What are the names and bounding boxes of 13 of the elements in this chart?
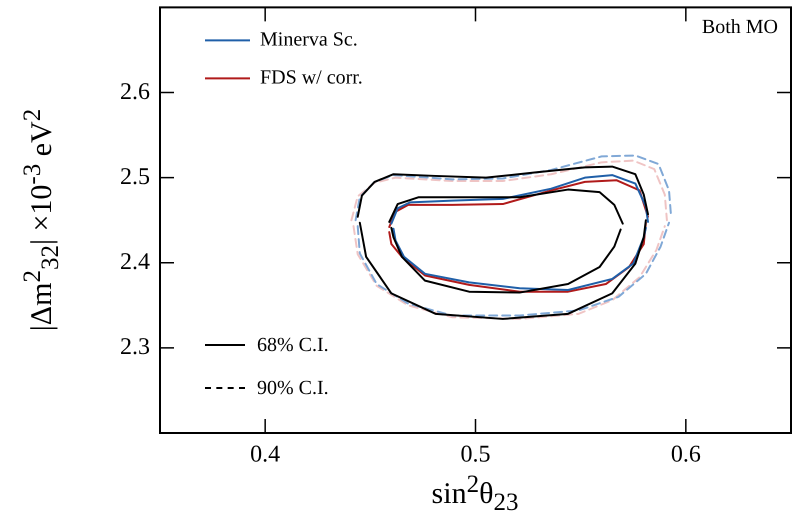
annotation: 90% C.I. bbox=[257, 376, 329, 400]
legend-label: Minerva Sc. bbox=[260, 28, 358, 51]
x-axis-title: sin$^{2}$θ$_{23}$ bbox=[432, 470, 518, 514]
annotation: 68% C.I. bbox=[257, 334, 329, 356]
annotation: Both MO bbox=[702, 16, 778, 39]
y-tick-label: 2.3 bbox=[120, 334, 150, 360]
y-tick-label: 2.6 bbox=[120, 78, 150, 105]
x-tick-label: 0.5 bbox=[460, 442, 490, 468]
x-tick-label: 0.4 bbox=[250, 442, 280, 468]
x-tick-label: 0.6 bbox=[670, 442, 701, 468]
y-tick-label: 2.5 bbox=[120, 164, 150, 190]
legend-label: FDS w/ corr. bbox=[260, 66, 363, 89]
y-tick-label: 2.4 bbox=[120, 249, 150, 276]
